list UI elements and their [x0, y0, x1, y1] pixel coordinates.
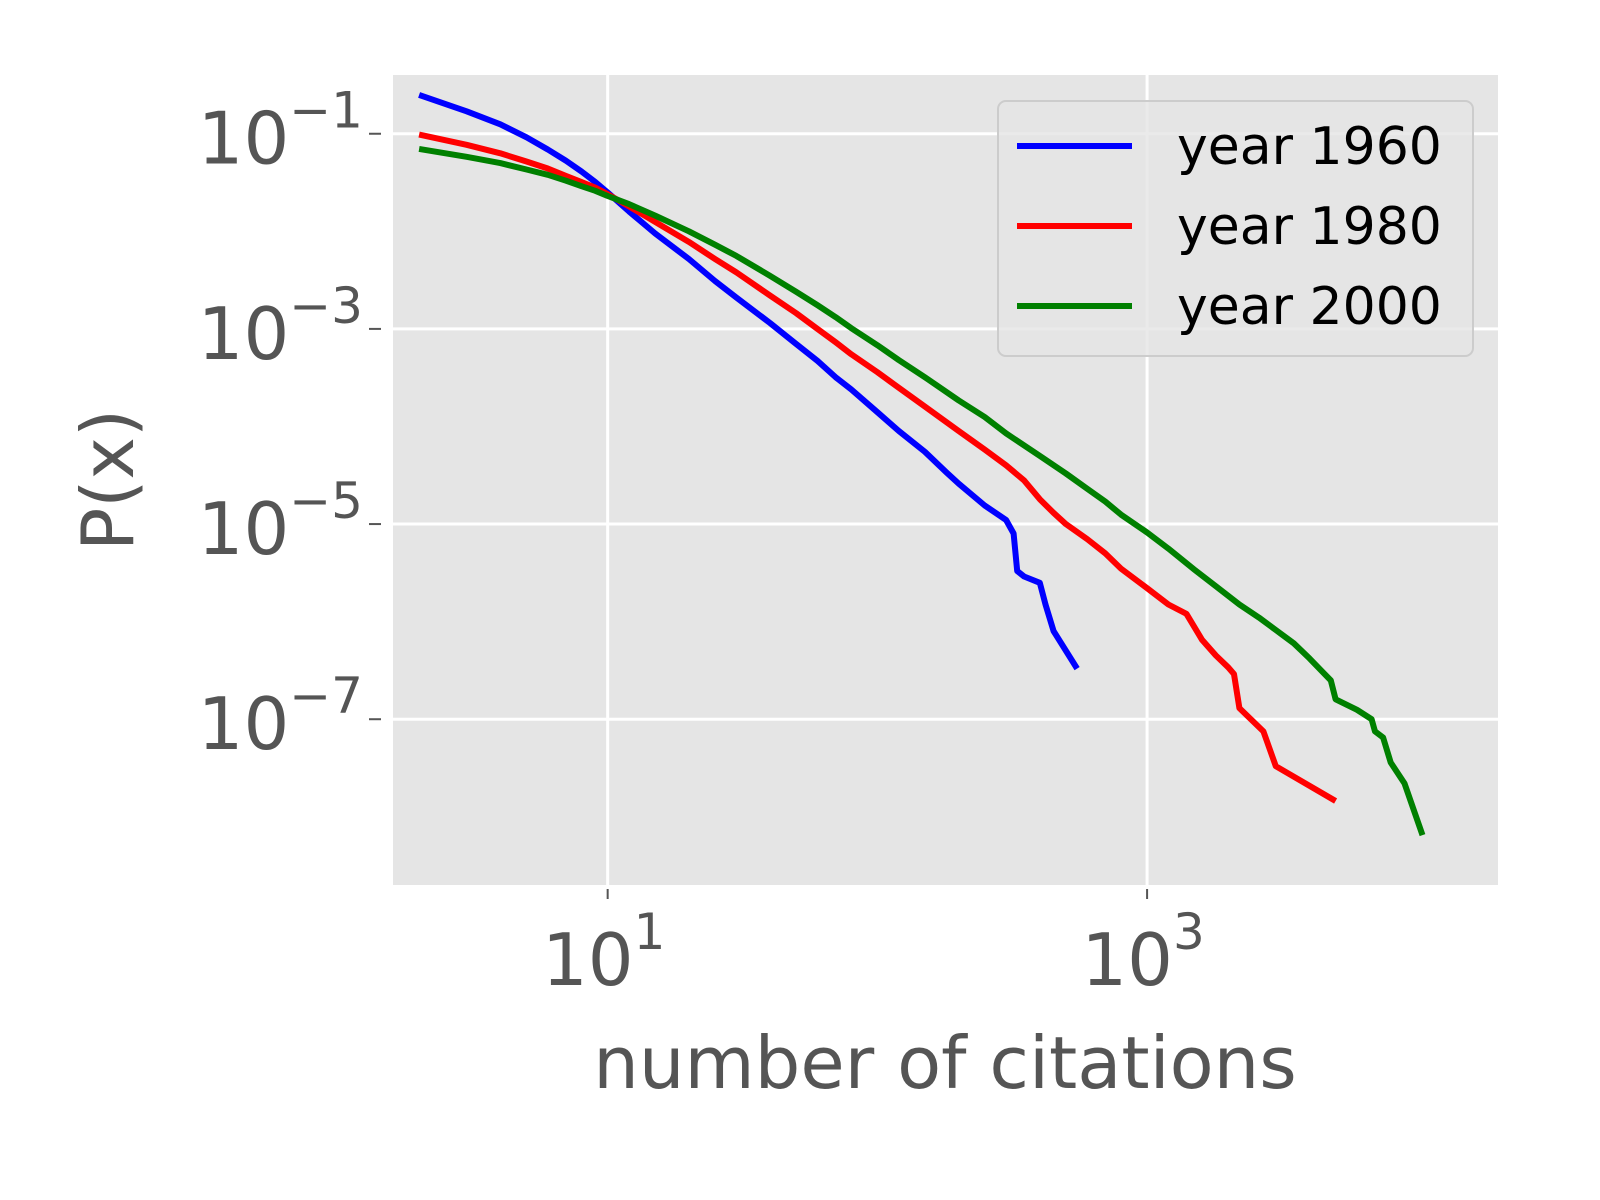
y-tick-label: 10−7 [198, 667, 363, 766]
series-line-3 [418, 145, 1426, 837]
legend: year 1960 year 1980 year 2000 [997, 100, 1474, 357]
series-line-1 [418, 92, 1080, 671]
legend-label-1: year 1960 [1177, 117, 1442, 177]
y-axis-ticks: 10−1 10−3 10−5 10−7 [198, 82, 381, 766]
x-tick-label: 101 [542, 903, 665, 1002]
legend-label-3: year 2000 [1177, 277, 1442, 337]
y-axis-title: P(x) [66, 409, 150, 551]
y-tick-label: 10−3 [198, 277, 363, 376]
x-axis-title: number of citations [593, 1021, 1297, 1105]
x-tick-label: 103 [1081, 903, 1204, 1002]
legend-label-2: year 1980 [1177, 197, 1442, 257]
y-tick-label: 10−1 [198, 82, 363, 181]
legend-box [997, 100, 1474, 357]
x-axis-ticks: 101 103 [542, 889, 1205, 1002]
grid-lines [393, 75, 1498, 885]
y-tick-label: 10−5 [198, 472, 363, 571]
series-lines [418, 92, 1426, 837]
